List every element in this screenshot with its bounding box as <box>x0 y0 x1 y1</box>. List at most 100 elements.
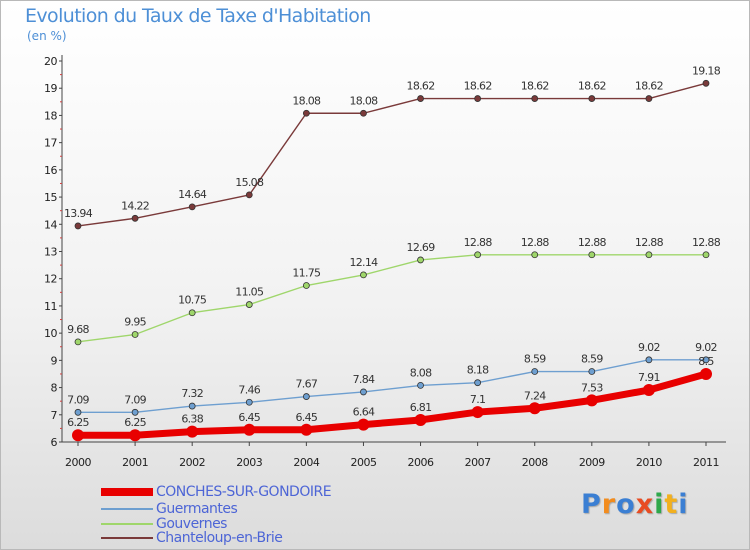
data-point <box>645 356 653 364</box>
y-tick-label: 12 <box>44 273 57 286</box>
data-label: 14.22 <box>121 199 149 212</box>
data-point <box>243 423 256 436</box>
data-label: 6.45 <box>238 411 260 424</box>
y-tick-label: 6 <box>51 436 58 449</box>
y-tick-label: 16 <box>44 164 57 177</box>
chart-title: Evolution du Taux de Taxe d'Habitation <box>25 5 371 27</box>
x-tick-label: 2007 <box>465 456 491 469</box>
data-point <box>471 406 484 419</box>
data-point <box>131 331 139 338</box>
data-point <box>357 418 370 431</box>
data-point <box>360 109 367 117</box>
data-point <box>131 214 139 222</box>
data-label: 6.25 <box>67 416 89 429</box>
series-line <box>77 82 707 227</box>
data-point <box>360 388 367 396</box>
data-label: 18.08 <box>292 94 321 107</box>
data-label: 10.75 <box>178 294 207 307</box>
data-label: 11.75 <box>292 267 321 280</box>
data-point <box>645 251 653 259</box>
data-label: 7.91 <box>638 371 660 384</box>
data-point <box>417 256 424 264</box>
data-point <box>531 368 539 375</box>
x-tick-label: 2000 <box>65 456 91 469</box>
data-label: 7.32 <box>181 387 203 400</box>
data-point <box>645 95 653 102</box>
series-line <box>77 359 707 414</box>
data-label: 11.05 <box>235 286 264 299</box>
data-point <box>245 191 253 199</box>
data-label: 9.02 <box>638 341 660 354</box>
data-point <box>531 251 539 259</box>
data-point <box>588 95 596 102</box>
proxiti-logo: Proxiti <box>581 489 689 520</box>
data-label: 8.59 <box>581 353 603 366</box>
x-tick-label: 2002 <box>179 456 205 469</box>
data-point <box>528 402 541 415</box>
data-point <box>131 408 139 416</box>
data-label: 9.02 <box>695 341 717 354</box>
y-tick-label: 7 <box>51 409 58 422</box>
data-point <box>188 203 196 211</box>
legend-swatch <box>101 508 153 510</box>
data-label: 7.67 <box>296 378 318 391</box>
y-tick-label: 8 <box>51 382 58 395</box>
data-point <box>531 95 539 102</box>
data-point <box>474 251 482 259</box>
data-label: 12.88 <box>521 236 550 249</box>
data-label: 7.1 <box>470 393 485 406</box>
data-point <box>302 109 310 117</box>
data-label: 8.08 <box>410 366 432 379</box>
data-point <box>702 79 710 87</box>
y-tick-label: 14 <box>44 218 57 231</box>
data-point <box>245 398 253 406</box>
data-point <box>188 309 196 317</box>
data-point <box>474 379 482 387</box>
x-tick-label: 2009 <box>579 456 605 469</box>
data-point <box>585 394 598 407</box>
data-point <box>417 381 424 389</box>
data-point <box>700 367 712 380</box>
x-tick-label: 2003 <box>236 456 262 469</box>
data-point <box>129 429 142 442</box>
data-label: 6.25 <box>124 416 146 429</box>
data-label: 7.09 <box>67 393 89 406</box>
data-point <box>474 95 482 102</box>
y-tick-label: 11 <box>44 300 57 313</box>
data-label: 9.95 <box>124 316 146 329</box>
y-tick-label: 10 <box>44 327 57 340</box>
data-label: 19.18 <box>692 64 721 77</box>
data-point <box>72 429 84 442</box>
legend-label: Guermantes <box>156 501 238 517</box>
legend-label: Gouvernes <box>156 516 227 532</box>
data-label: 18.62 <box>635 80 663 93</box>
data-label: 15.08 <box>235 176 264 189</box>
y-tick-label: 18 <box>44 109 57 122</box>
y-unit-label: (en %) <box>27 29 67 43</box>
legend-label: Chanteloup-en-Brie <box>156 530 283 546</box>
x-tick-label: 2005 <box>350 456 376 469</box>
legend-swatch <box>101 523 153 525</box>
series-line <box>77 254 707 343</box>
data-point <box>186 425 199 438</box>
y-tick-label: 19 <box>44 82 57 95</box>
data-label: 12.88 <box>578 236 607 249</box>
y-tick-label: 9 <box>51 354 58 367</box>
data-label: 9.68 <box>67 323 89 336</box>
legend-swatch <box>101 488 153 496</box>
data-label: 12.69 <box>407 241 436 254</box>
data-point <box>188 402 196 410</box>
data-label: 13.94 <box>64 207 93 220</box>
data-point <box>302 393 310 400</box>
y-tick-label: 20 <box>44 55 57 68</box>
data-label: 7.46 <box>238 383 260 396</box>
x-tick-label: 2011 <box>693 456 719 469</box>
data-point <box>414 413 427 426</box>
data-point <box>74 338 82 346</box>
data-label: 18.08 <box>349 94 378 107</box>
series-line <box>74 370 710 439</box>
data-label: 12.14 <box>349 256 378 269</box>
data-label: 8.5 <box>698 355 714 368</box>
data-label: 7.53 <box>581 381 603 394</box>
data-point <box>74 222 82 230</box>
